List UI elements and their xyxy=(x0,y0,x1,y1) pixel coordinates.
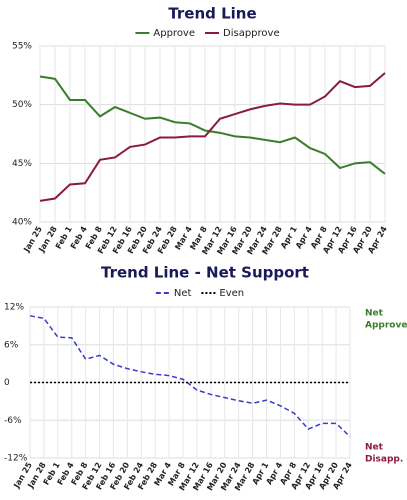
y-tick-label: 0 xyxy=(4,378,10,388)
y-tick-label: 12% xyxy=(4,303,24,313)
plot-frame xyxy=(39,45,386,223)
annotation: Net xyxy=(365,443,384,453)
annotation: Net xyxy=(365,309,384,319)
legend-label: Disapprove xyxy=(223,28,280,39)
annotation: Approve xyxy=(365,321,407,331)
legend-label: Even xyxy=(219,288,244,299)
y-tick-label: 45% xyxy=(12,159,32,169)
y-tick-label: 6% xyxy=(4,340,19,350)
series-line xyxy=(29,315,351,438)
y-tick-label: 50% xyxy=(12,100,32,110)
legend-label: Net xyxy=(174,288,192,299)
series-line xyxy=(39,72,386,202)
series-line xyxy=(39,75,386,175)
legend-label: Approve xyxy=(153,28,195,39)
y-tick-label: -6% xyxy=(4,416,22,426)
y-tick-label: 55% xyxy=(12,42,32,52)
chart-title: Trend Line - Net Support xyxy=(101,264,309,282)
chart-title: Trend Line xyxy=(168,5,256,23)
annotation: Disapp. xyxy=(365,455,403,465)
y-tick-label: -12% xyxy=(4,454,28,464)
y-tick-label: 40% xyxy=(12,218,32,228)
